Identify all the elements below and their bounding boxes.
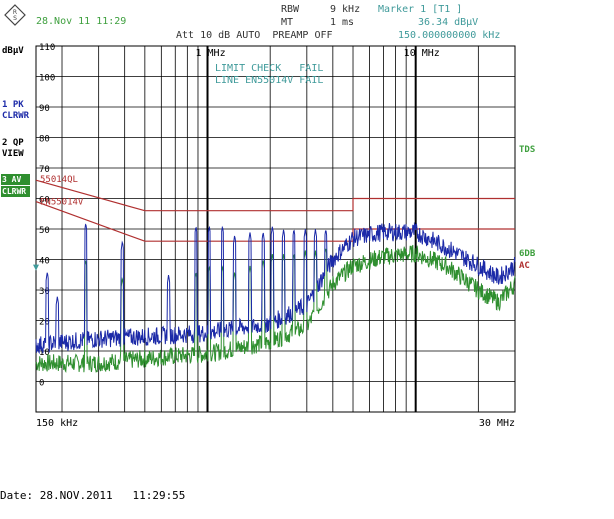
limit-line-1 xyxy=(35,179,515,212)
x-decade-label: 1 MHz xyxy=(196,48,226,59)
trace-2-mode: VIEW xyxy=(2,149,24,159)
y-tick-label: 50 xyxy=(39,226,50,236)
marker-1-triangle xyxy=(33,264,39,271)
trace-average-line xyxy=(35,244,516,374)
unit-label: dBµV xyxy=(2,46,24,56)
marker-label: Marker 1 [T1 ] xyxy=(378,4,463,15)
ac-label: AC xyxy=(519,261,530,271)
6db-label: 6DB xyxy=(519,249,536,259)
marker-frequency: 150.000000000 kHz xyxy=(398,30,501,41)
y-tick-label: 110 xyxy=(39,43,55,53)
y-tick-label: 60 xyxy=(39,196,50,206)
y-tick-label: 100 xyxy=(39,74,55,84)
x-start-label: 150 kHz xyxy=(36,418,78,429)
tds-label: TDS xyxy=(519,145,536,155)
rohde-schwarz-logo-icon: R S xyxy=(4,4,26,26)
mt-value: 1 ms xyxy=(330,17,355,28)
svg-text:R: R xyxy=(13,9,17,16)
limit-line-label-1: 55014QL xyxy=(40,175,78,185)
trace-3-mode: CLRWR xyxy=(1,186,30,197)
limit-line-status: LINE EN55014V FAIL xyxy=(215,75,324,86)
rbw-label: RBW xyxy=(281,4,300,15)
svg-text:S: S xyxy=(13,15,17,22)
mt-label: MT xyxy=(281,17,294,28)
trace-3-label: 3 AV xyxy=(1,174,30,185)
y-tick-label: 40 xyxy=(39,257,50,267)
limit-check-status: LIMIT CHECK FAIL xyxy=(215,63,324,74)
y-tick-label: 70 xyxy=(39,165,50,175)
limit-line-label-2: EN55014V xyxy=(40,198,84,208)
limit-line-2 xyxy=(35,201,515,242)
attenuation-readout: Att 10 dB AUTO PREAMP OFF xyxy=(176,30,333,41)
trace-2-label: 2 QP xyxy=(2,138,24,148)
datetime-readout: 28.Nov 11 11:29 xyxy=(36,16,127,27)
y-tick-label: 0 xyxy=(39,379,44,389)
trace-peak-line xyxy=(35,221,516,355)
y-tick-label: 80 xyxy=(39,135,50,145)
trace-1-mode: CLRWR xyxy=(2,111,30,121)
trace-1-label: 1 PK xyxy=(2,100,24,110)
x-decade-label: 10 MHz xyxy=(404,48,440,59)
x-stop-label: 30 MHz xyxy=(479,418,515,429)
y-tick-label: 20 xyxy=(39,318,50,328)
y-tick-label: 30 xyxy=(39,287,50,297)
y-tick-label: 90 xyxy=(39,104,50,114)
marker-level: 36.34 dBµV xyxy=(418,17,479,28)
footer-date: Date: 28.NOV.2011 11:29:55 xyxy=(0,489,186,502)
rbw-value: 9 kHz xyxy=(330,4,361,15)
y-tick-label: 10 xyxy=(39,348,50,358)
